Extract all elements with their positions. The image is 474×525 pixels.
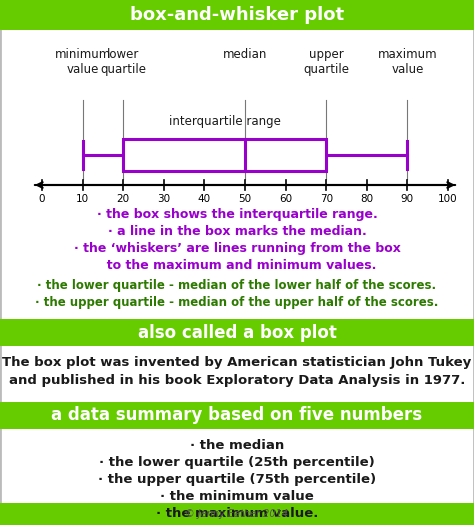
Text: also called a box plot: also called a box plot	[137, 323, 337, 341]
Text: and published in his book Exploratory Data Analysis in 1977.: and published in his book Exploratory Da…	[9, 374, 465, 387]
Text: 60: 60	[279, 194, 292, 204]
Text: maximum
value: maximum value	[378, 48, 437, 76]
Text: · the median: · the median	[190, 439, 284, 452]
Text: 0: 0	[39, 194, 45, 204]
Text: 80: 80	[360, 194, 374, 204]
Text: 30: 30	[157, 194, 170, 204]
Text: median: median	[223, 48, 267, 61]
Text: · the lower quartile - median of the lower half of the scores.: · the lower quartile - median of the low…	[37, 279, 437, 292]
Bar	[0, 0, 474, 30]
Text: box-and-whisker plot: box-and-whisker plot	[130, 6, 344, 24]
Text: 10: 10	[76, 194, 89, 204]
Text: · the maximum value.: · the maximum value.	[156, 507, 318, 520]
Text: · the ‘whiskers’ are lines running from the box: · the ‘whiskers’ are lines running from …	[73, 242, 401, 255]
Bar	[0, 503, 474, 525]
Text: 40: 40	[198, 194, 211, 204]
Text: minimum
value: minimum value	[55, 48, 111, 76]
Text: · the upper quartile - median of the upper half of the scores.: · the upper quartile - median of the upp…	[35, 296, 439, 309]
Text: · the lower quartile (25th percentile): · the lower quartile (25th percentile)	[99, 456, 375, 469]
Text: · the box shows the interquartile range.: · the box shows the interquartile range.	[97, 208, 377, 221]
Text: 100: 100	[438, 194, 458, 204]
Text: a data summary based on five numbers: a data summary based on five numbers	[52, 406, 422, 425]
Text: © Jenny Eather 2014: © Jenny Eather 2014	[185, 509, 289, 519]
Bar	[0, 402, 474, 429]
Text: 90: 90	[401, 194, 414, 204]
Text: · the upper quartile (75th percentile): · the upper quartile (75th percentile)	[98, 473, 376, 486]
Text: · the minimum value: · the minimum value	[160, 490, 314, 503]
Text: interquartile range: interquartile range	[169, 115, 281, 128]
Bar	[0, 319, 474, 346]
Text: 70: 70	[319, 194, 333, 204]
Bar	[123, 139, 326, 171]
Text: to the maximum and minimum values.: to the maximum and minimum values.	[98, 259, 376, 272]
Text: 20: 20	[117, 194, 130, 204]
Text: 50: 50	[238, 194, 252, 204]
Text: · a line in the box marks the median.: · a line in the box marks the median.	[108, 225, 366, 238]
Text: lower
quartile: lower quartile	[100, 48, 146, 76]
Text: The box plot was invented by American statistician John Tukey: The box plot was invented by American st…	[2, 356, 472, 369]
Text: upper
quartile: upper quartile	[303, 48, 349, 76]
